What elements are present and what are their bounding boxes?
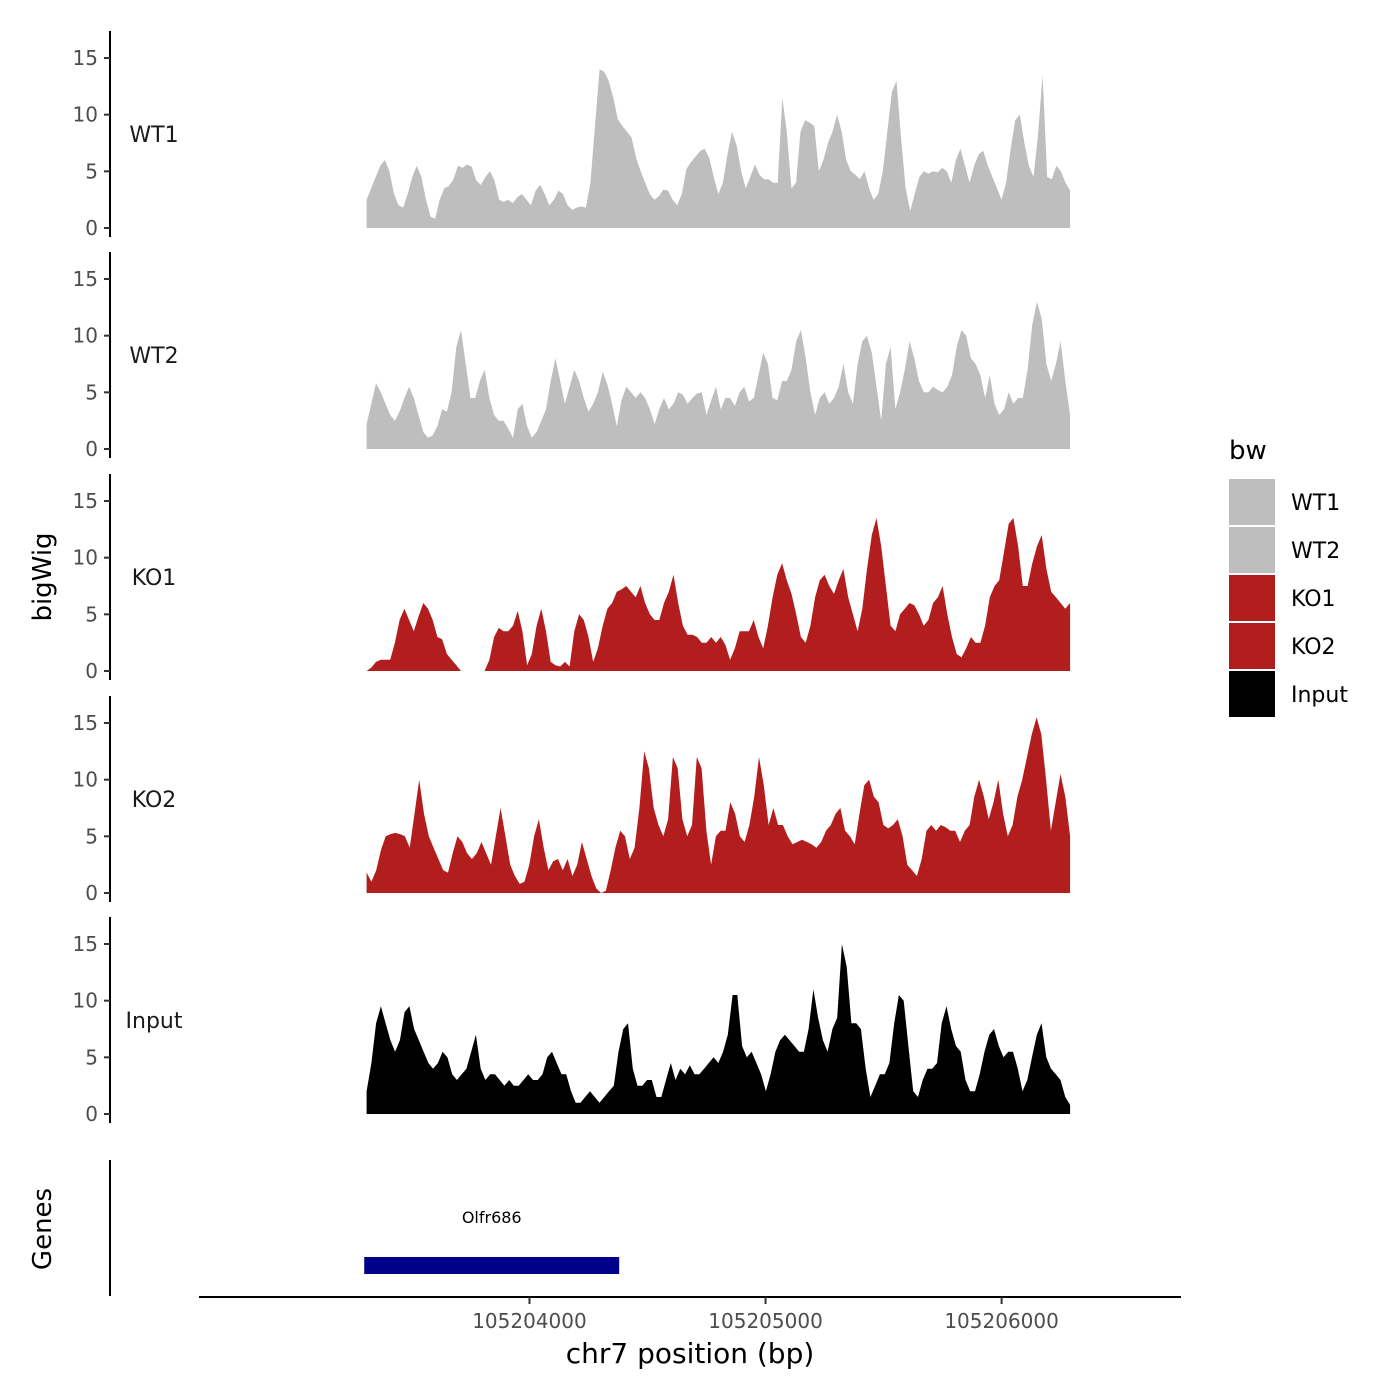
legend-key-wt1 xyxy=(1229,479,1275,525)
y-tick-label: 10 xyxy=(73,324,98,348)
legend-label-wt2: WT2 xyxy=(1291,539,1340,564)
y-tick-label: 5 xyxy=(85,380,98,404)
x-axis: 105204000 105205000 105206000 chr7 positio… xyxy=(199,1296,1181,1370)
y-tick-label: 5 xyxy=(85,1045,98,1069)
y-axis-title: bigWig xyxy=(28,532,58,621)
panel-label: Input xyxy=(126,1009,183,1034)
y-tick-label: 10 xyxy=(73,546,98,570)
y-tick-label: 0 xyxy=(85,1102,98,1126)
y-tick-label: 0 xyxy=(85,881,98,905)
x-tick-label: 105204000 xyxy=(472,1309,587,1333)
legend-label-ko1: KO1 xyxy=(1291,587,1336,612)
y-tick-label: 0 xyxy=(85,659,98,683)
legend-title: bw xyxy=(1229,436,1267,466)
legend-label-input: Input xyxy=(1291,683,1348,708)
x-axis-title: chr7 position (bp) xyxy=(566,1337,815,1370)
legend-key-input xyxy=(1229,671,1275,717)
panel-ko1: 0 5 10 15 KO1 xyxy=(73,474,1071,683)
legend-label-ko2: KO2 xyxy=(1291,635,1336,660)
y-tick-label: 0 xyxy=(85,216,98,240)
legend-label-wt1: WT1 xyxy=(1291,491,1340,516)
y-tick-label: 15 xyxy=(73,711,98,735)
panel-label: WT2 xyxy=(129,344,178,369)
gene-items: Olfr686 xyxy=(364,1208,620,1274)
legend: bw WT1 WT2 KO1 KO2 Input xyxy=(1229,436,1348,717)
x-tick-label: 105205000 xyxy=(708,1309,823,1333)
panel-ko2: 0 5 10 15 KO2 xyxy=(73,696,1071,905)
y-tick-label: 10 xyxy=(73,768,98,792)
legend-key-wt2 xyxy=(1229,527,1275,573)
panel-label: WT1 xyxy=(129,123,178,148)
panel-wt2: 0 5 10 15 WT2 xyxy=(73,252,1071,461)
y-tick-label: 10 xyxy=(73,989,98,1013)
panel-input: 0 5 10 15 Input xyxy=(73,917,1071,1126)
legend-key-ko1 xyxy=(1229,575,1275,621)
y-tick-label: 5 xyxy=(85,824,98,848)
panel-label: KO2 xyxy=(132,788,177,813)
legend-items: WT1 WT2 KO1 KO2 Input xyxy=(1229,479,1348,717)
y-tick-label: 15 xyxy=(73,932,98,956)
y-tick-label: 15 xyxy=(73,489,98,513)
y-tick-label: 5 xyxy=(85,159,98,183)
panel-label: KO1 xyxy=(132,566,177,591)
y-tick-label: 15 xyxy=(73,267,98,291)
genes-track: Genes Olfr686 xyxy=(28,1160,620,1296)
y-tick-label: 15 xyxy=(73,46,98,70)
area-input xyxy=(366,944,1071,1114)
y-tick-label: 5 xyxy=(85,602,98,626)
y-tick-label: 10 xyxy=(73,103,98,127)
area-wt2 xyxy=(366,301,1071,449)
x-tick-label: 105206000 xyxy=(944,1309,1059,1333)
y-tick-label: 0 xyxy=(85,437,98,461)
x-ticks: 105204000 105205000 105206000 xyxy=(472,1297,1059,1333)
legend-key-ko2 xyxy=(1229,623,1275,669)
gene-label: Olfr686 xyxy=(462,1208,522,1227)
gene-bar xyxy=(364,1257,620,1274)
area-wt1 xyxy=(366,69,1071,228)
area-ko1 xyxy=(366,518,1071,671)
panels: 0 5 10 15 WT1 0 5 10 15 WT2 0 5 10 15 KO1 0 5 10 15 KO2 0 5 10… xyxy=(73,31,1071,1126)
area-ko2 xyxy=(366,717,1071,893)
panel-wt1: 0 5 10 15 WT1 xyxy=(73,31,1071,240)
genes-track-label: Genes xyxy=(28,1188,58,1270)
